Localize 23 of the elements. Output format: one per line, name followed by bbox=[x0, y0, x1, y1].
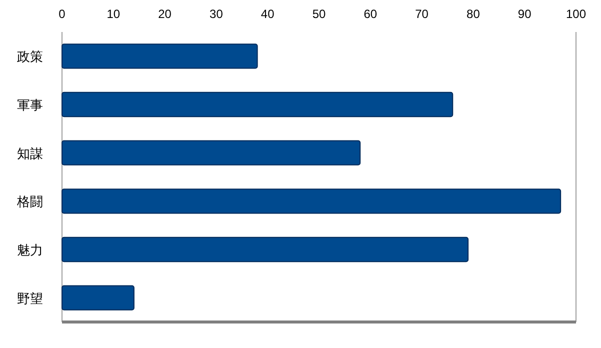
x-tick-label: 20 bbox=[158, 7, 172, 21]
y-tick-label: 格闘 bbox=[16, 194, 43, 210]
y-tick-label: 魅力 bbox=[17, 242, 43, 258]
bar bbox=[62, 140, 361, 166]
x-tick-label: 70 bbox=[415, 7, 429, 21]
x-tick-label: 10 bbox=[106, 7, 120, 21]
x-tick-label: 30 bbox=[210, 7, 224, 21]
x-tick-label: 60 bbox=[364, 7, 378, 21]
bar bbox=[62, 92, 454, 118]
bar bbox=[62, 285, 134, 310]
x-tick-label: 100 bbox=[566, 7, 586, 21]
x-tick-label: 50 bbox=[312, 7, 326, 21]
x-tick-label: 0 bbox=[58, 7, 66, 21]
bar bbox=[62, 236, 469, 262]
y-tick-label: 政策 bbox=[17, 49, 43, 64]
x-tick-label: 90 bbox=[518, 7, 532, 21]
x-tick-label: 40 bbox=[260, 7, 275, 21]
bar bbox=[62, 44, 258, 69]
x-tick-label: 80 bbox=[466, 7, 480, 21]
y-tick-label: 知謀 bbox=[17, 146, 43, 161]
bar bbox=[62, 188, 562, 214]
y-tick-label: 野望 bbox=[17, 290, 43, 306]
y-tick-label: 軍事 bbox=[17, 98, 43, 112]
